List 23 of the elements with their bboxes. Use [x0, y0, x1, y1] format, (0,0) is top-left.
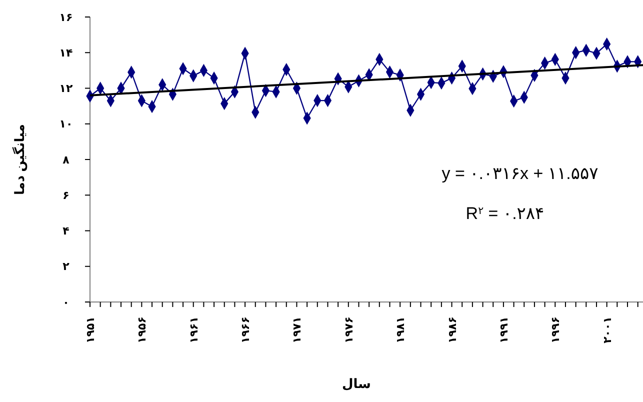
y-tick-label: ۶: [62, 190, 70, 202]
y-tick-label: ۴: [62, 226, 70, 238]
y-axis-title: میانگین دما: [12, 124, 28, 195]
x-tick-label: ۱۹۹۶: [550, 316, 562, 344]
y-tick-label: ۰: [62, 296, 70, 309]
x-tick-label: ۱۹۹۱: [498, 316, 510, 344]
x-tick-label: ۱۹۵۶: [136, 316, 149, 344]
y-tick-label: ۸: [62, 154, 70, 166]
x-tick-label: ۱۹۶۶: [240, 316, 252, 344]
y-tick-label: ۱۲: [59, 83, 73, 96]
x-tick-label: ۱۹۶۱: [188, 316, 200, 344]
x-tick-label: ۲۰۰۱: [602, 316, 614, 344]
x-tick-label: ۱۹۸۶: [446, 316, 459, 344]
x-axis-title: سال: [342, 376, 371, 391]
x-tick-label: ۱۹۷۶: [343, 316, 356, 344]
x-tick-label: ۱۹۸۱: [395, 316, 408, 344]
y-tick-label: ۲: [62, 261, 70, 274]
annotation: y = ۰.۰۳۱۶x + ۱۱.۵۵۷: [442, 164, 598, 183]
y-tick-label: ۱۶: [59, 12, 73, 24]
y-tick-label: ۱۴: [59, 47, 73, 60]
x-tick-label: ۱۹۵۱: [85, 316, 97, 344]
y-tick-label: ۱۰: [59, 118, 73, 131]
x-tick-label: ۱۹۷۱: [292, 316, 304, 344]
